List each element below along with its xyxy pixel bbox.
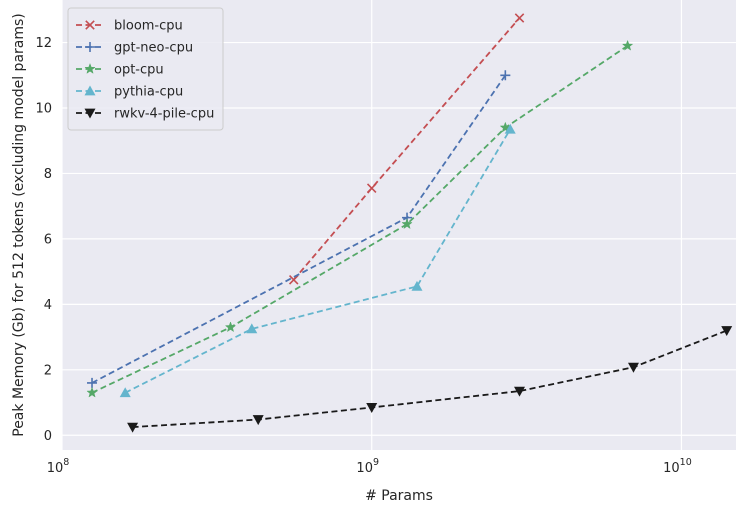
- y-tick-label: 8: [44, 167, 52, 182]
- y-axis-ticks: 0 2 4 6 8 10 12: [35, 36, 52, 444]
- data-point: [627, 362, 639, 373]
- x-axis-ticks: 108 109 1010: [47, 457, 692, 476]
- y-tick-label: 12: [35, 36, 52, 51]
- data-point: [401, 218, 413, 230]
- series-line: [132, 329, 728, 428]
- data-point: [621, 39, 634, 51]
- legend-marker: [85, 20, 95, 30]
- data-point: [224, 321, 237, 333]
- legend-entry: pythia-cpu: [76, 85, 183, 100]
- series-line: [124, 128, 512, 394]
- data-point: [514, 386, 526, 397]
- y-axis-label: Peak Memory (Gb) for 512 tokens (excludi…: [11, 13, 27, 437]
- y-tick-label: 10: [35, 102, 52, 117]
- legend-marker: [84, 108, 96, 119]
- legend-marker: [85, 42, 95, 52]
- data-point: [119, 387, 131, 398]
- x-tick-label: 1010: [663, 457, 692, 476]
- data-point: [514, 13, 525, 23]
- data-point: [288, 275, 299, 285]
- legend: bloom-cpu gpt-neo-cpu opt-cpu pythia-cpu rwk…: [67, 7, 224, 131]
- series-line: [91, 45, 629, 394]
- data-point: [500, 70, 511, 81]
- data-point: [411, 280, 423, 291]
- legend-entry: rwkv-4-pile-cpu: [76, 107, 214, 122]
- x-tick-label: 108: [47, 457, 70, 476]
- data-point: [87, 377, 98, 388]
- y-tick-label: 2: [44, 363, 52, 378]
- data-point: [252, 415, 264, 426]
- y-tick-label: 4: [44, 298, 52, 313]
- x-tick-label: 109: [356, 457, 379, 476]
- data-point: [504, 123, 516, 134]
- x-axis-label: # Params: [365, 488, 433, 504]
- series-opt-cpu: [86, 39, 634, 398]
- legend-entry: gpt-neo-cpu: [76, 41, 193, 56]
- legend-label: bloom-cpu: [114, 19, 183, 34]
- data-point: [127, 422, 139, 433]
- legend-marker: [84, 85, 96, 96]
- legend-label: rwkv-4-pile-cpu: [114, 107, 214, 122]
- data-point: [246, 323, 258, 334]
- legend-label: gpt-neo-cpu: [114, 41, 193, 56]
- y-tick-label: 0: [44, 429, 52, 444]
- legend-label: opt-cpu: [114, 63, 164, 78]
- data-point: [721, 326, 733, 337]
- data-point: [366, 183, 377, 193]
- data-point: [366, 403, 378, 413]
- legend-entry: opt-cpu: [76, 63, 164, 78]
- legend-label: pythia-cpu: [114, 85, 183, 100]
- grid: [61, 0, 736, 450]
- data-point: [86, 386, 98, 398]
- legend-marker: [84, 62, 96, 74]
- series-line: [293, 17, 521, 281]
- series-bloom-cpu: [288, 13, 525, 285]
- series-rwkv-4-pile-cpu: [127, 326, 733, 433]
- legend-entry: bloom-cpu: [76, 19, 183, 34]
- y-tick-label: 6: [44, 232, 52, 247]
- series: [86, 13, 733, 433]
- legend-box: [67, 7, 224, 131]
- series-pythia-cpu: [119, 123, 516, 398]
